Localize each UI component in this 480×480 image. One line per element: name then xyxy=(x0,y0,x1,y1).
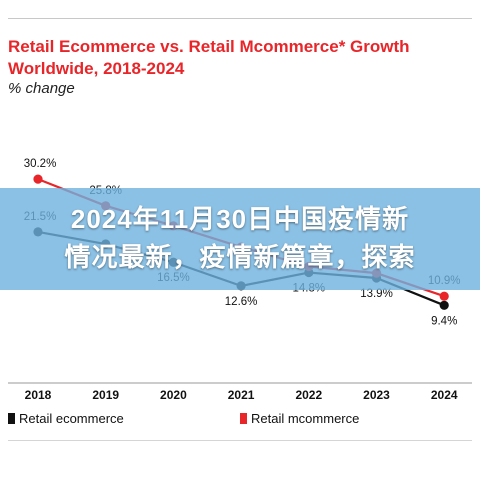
legend-swatch-mcommerce xyxy=(240,413,247,424)
data-label-ecommerce: 12.6% xyxy=(225,296,258,308)
data-point-mcommerce xyxy=(33,174,43,184)
overlay-line-2: 情况最新，疫情新篇章，探索 xyxy=(64,242,416,272)
x-tick-label: 2019 xyxy=(92,388,119,402)
legend-swatch-ecommerce xyxy=(8,413,15,424)
x-tick-label: 2022 xyxy=(295,388,322,402)
chart-title-line1: Retail Ecommerce vs. Retail Mcommerce* G… xyxy=(8,37,410,56)
x-tick-label: 2021 xyxy=(228,388,255,402)
data-point-ecommerce xyxy=(439,300,449,310)
chart-title-line2: Worldwide, 2018-2024 xyxy=(8,59,185,78)
bottom-rule xyxy=(8,440,472,441)
legend-item-ecommerce: Retail ecommerce xyxy=(8,411,124,426)
legend-label-ecommerce: Retail ecommerce xyxy=(19,411,124,426)
overlay-headline: 2024年11月30日中国疫情新 情况最新，疫情新篇章，探索 xyxy=(0,200,480,276)
data-label-mcommerce: 30.2% xyxy=(24,158,57,170)
data-label-ecommerce: 13.9% xyxy=(360,288,393,300)
legend-item-mcommerce: Retail mcommerce xyxy=(240,411,359,426)
data-point-mcommerce xyxy=(439,291,449,301)
chart-title: Retail Ecommerce vs. Retail Mcommerce* G… xyxy=(8,36,472,80)
overlay-banner xyxy=(0,188,480,290)
x-tick-label: 2020 xyxy=(160,388,187,402)
legend-label-mcommerce: Retail mcommerce xyxy=(251,411,360,426)
overlay-line-1: 2024年11月30日中国疫情新 xyxy=(70,204,410,234)
data-label-ecommerce: 9.4% xyxy=(431,315,457,327)
x-tick-label: 2018 xyxy=(25,388,52,402)
x-tick-label: 2024 xyxy=(431,388,458,402)
x-tick-label: 2023 xyxy=(363,388,390,402)
chart-subtitle: % change xyxy=(8,80,75,97)
top-rule xyxy=(8,18,472,19)
